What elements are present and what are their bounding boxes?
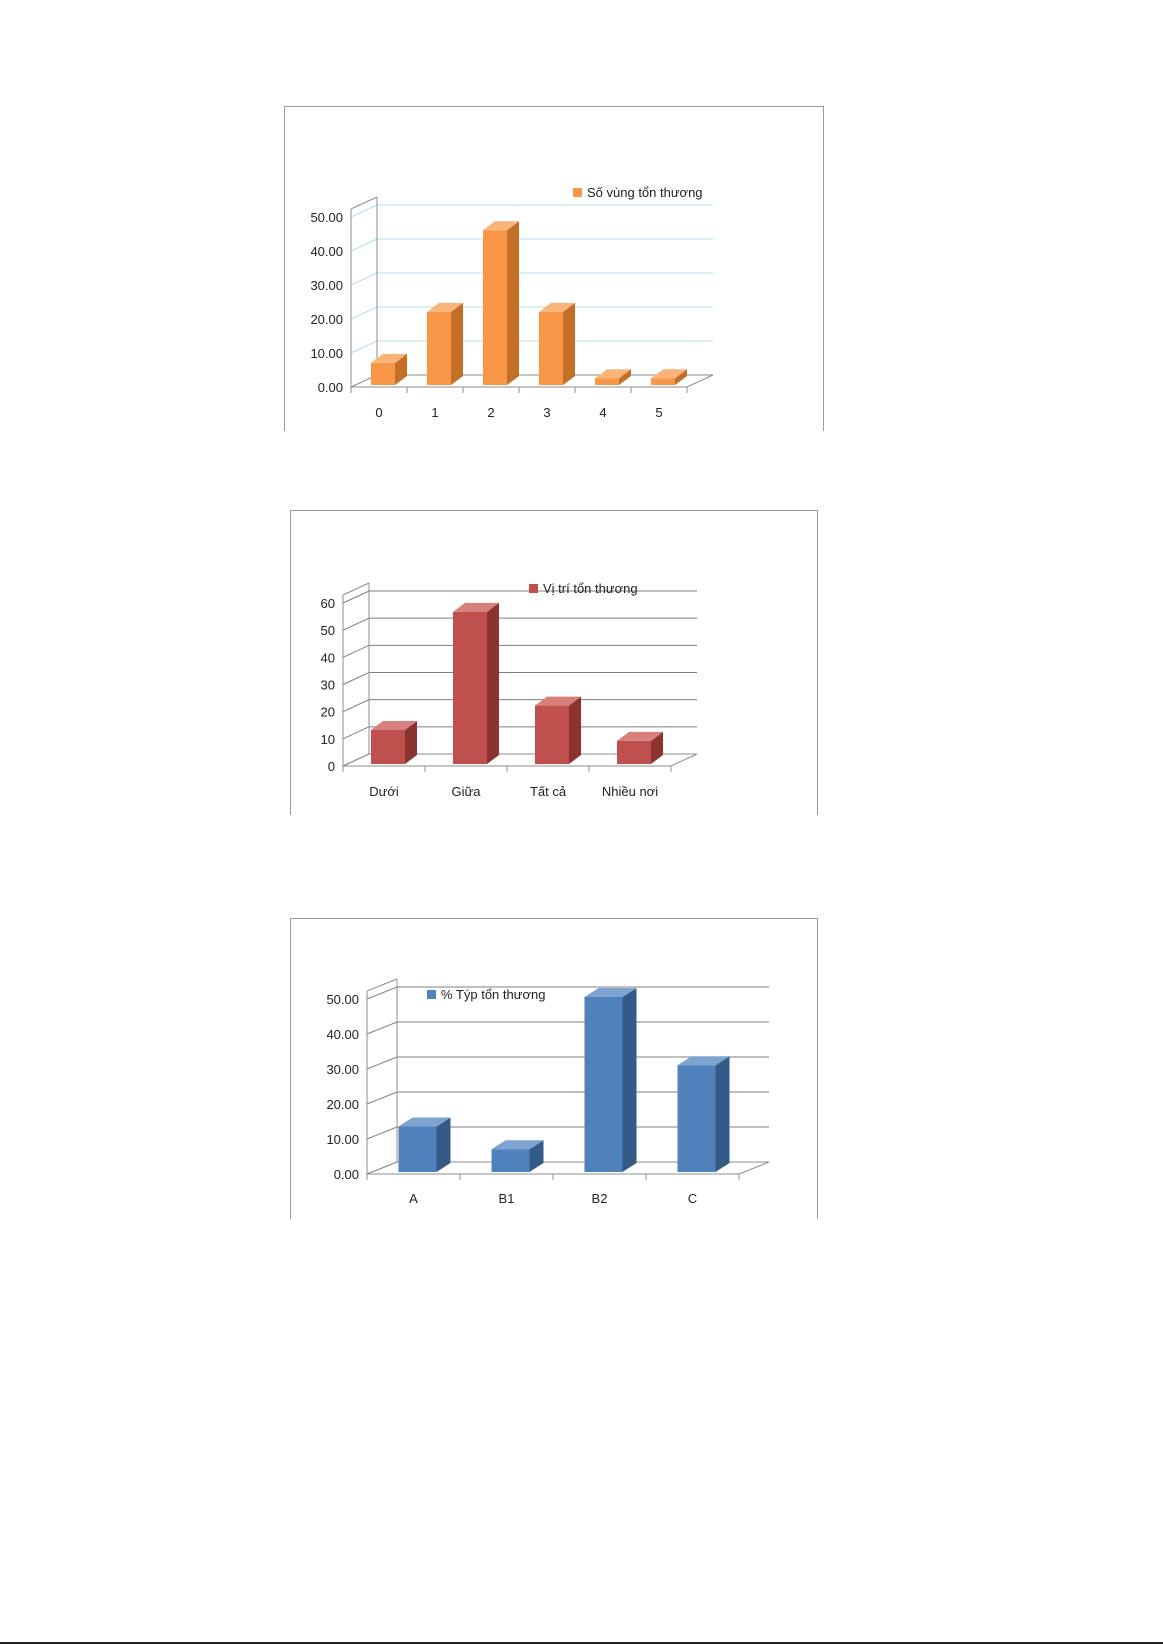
y-tick-label: 30.00 [326, 1062, 359, 1077]
gridline [350, 204, 713, 218]
y-tick-label: 20 [321, 705, 335, 720]
bar-4 [595, 369, 631, 385]
y-tick-label: 50 [321, 623, 335, 638]
bar-nhiều-nơi [617, 731, 663, 764]
x-tick-label: B2 [592, 1191, 608, 1206]
y-tick-label: 30.00 [310, 278, 343, 293]
chart-3: 0.00 10.00 20.00 30.00 40.00 50.00 A B1 B2 C % Týp… [326, 978, 770, 1206]
gridline [350, 238, 713, 252]
legend: % Týp tổn thương [427, 987, 545, 1002]
bar-b1 [491, 1140, 544, 1172]
legend: Vị trí tổn thương [529, 581, 638, 596]
x-tick-label: 0 [375, 405, 382, 420]
x-tick-label: 2 [487, 405, 494, 420]
bar-giữa [453, 602, 499, 764]
chart-floor [366, 1161, 770, 1175]
y-tick-label: 10.00 [310, 346, 343, 361]
y-tick-label: 50.00 [326, 992, 359, 1007]
gridline [350, 340, 713, 354]
chart-2: 0 10 20 30 40 50 60 Dưới Giữa Tất cả Nhiều nơi Vị t… [321, 581, 698, 799]
x-tick-label: 4 [599, 405, 606, 420]
legend-swatch [427, 990, 436, 999]
y-tick-label: 10 [321, 732, 335, 747]
x-tick-label: A [409, 1191, 418, 1206]
bar-3 [539, 302, 575, 385]
y-tick-label: 60 [321, 596, 335, 611]
x-tick-label: Dưới [369, 784, 399, 799]
wall-top-edge [350, 196, 378, 210]
y-tick-label: 40 [321, 650, 335, 665]
wall-top-edge [366, 978, 398, 992]
y-tick-label: 50.00 [310, 210, 343, 225]
x-tick-label: C [688, 1191, 697, 1206]
y-tick-label: 0 [328, 759, 335, 774]
chart-2-frame: 0 10 20 30 40 50 60 Dưới Giữa Tất cả Nhiều nơi Vị t… [290, 510, 818, 815]
x-tick-label: 1 [431, 405, 438, 420]
wall-top-edge [342, 582, 370, 596]
x-tick-label: 5 [655, 405, 662, 420]
chart-3-frame: 0.00 10.00 20.00 30.00 40.00 50.00 A B1 B2 C % Týp… [290, 918, 818, 1219]
y-tick-label: 0.00 [318, 380, 343, 395]
gridline [342, 617, 697, 631]
chart-floor [342, 753, 698, 767]
x-tick-label: 3 [543, 405, 550, 420]
y-tick-label: 0.00 [334, 1167, 359, 1182]
bar-dưới [371, 721, 417, 764]
legend-swatch [573, 188, 582, 197]
bar-tất-cả [535, 696, 581, 764]
legend-label: Số vùng tổn thương [587, 185, 703, 200]
bar-2 [483, 221, 519, 385]
gridline [366, 1021, 769, 1035]
legend-swatch [529, 584, 538, 593]
page-bottom-rule [0, 1642, 1163, 1644]
y-tick-label: 30 [321, 678, 335, 693]
y-tick-label: 20.00 [310, 312, 343, 327]
y-tick-label: 10.00 [326, 1132, 359, 1147]
gridline [350, 306, 713, 320]
gridline [342, 699, 697, 713]
chart-1-frame: 0.00 10.00 20.00 30.00 40.00 50.00 0 1 2 3 4 5 Số vù… [284, 106, 824, 431]
legend-label: % Týp tổn thương [441, 987, 545, 1002]
x-tick-label: Tất cả [530, 784, 567, 799]
chart-1: 0.00 10.00 20.00 30.00 40.00 50.00 0 1 2 3 4 5 Số vù… [310, 185, 714, 420]
bar-b2 [584, 988, 637, 1172]
x-tick-label: Giữa [452, 784, 482, 799]
x-tick-label: B1 [499, 1191, 515, 1206]
bar-c [677, 1056, 730, 1172]
gridline [350, 272, 713, 286]
y-tick-label: 40.00 [326, 1027, 359, 1042]
gridline [342, 672, 697, 685]
legend: Số vùng tổn thương [573, 185, 703, 200]
gridline [342, 644, 697, 658]
bar-1 [427, 302, 463, 385]
gridline [342, 590, 697, 604]
bar-0 [371, 353, 407, 385]
x-tick-label: Nhiều nơi [602, 784, 658, 799]
y-tick-label: 40.00 [310, 244, 343, 259]
legend-label: Vị trí tổn thương [543, 581, 638, 596]
bar-5 [651, 369, 687, 385]
bar-a [398, 1117, 451, 1172]
y-tick-label: 20.00 [326, 1097, 359, 1112]
